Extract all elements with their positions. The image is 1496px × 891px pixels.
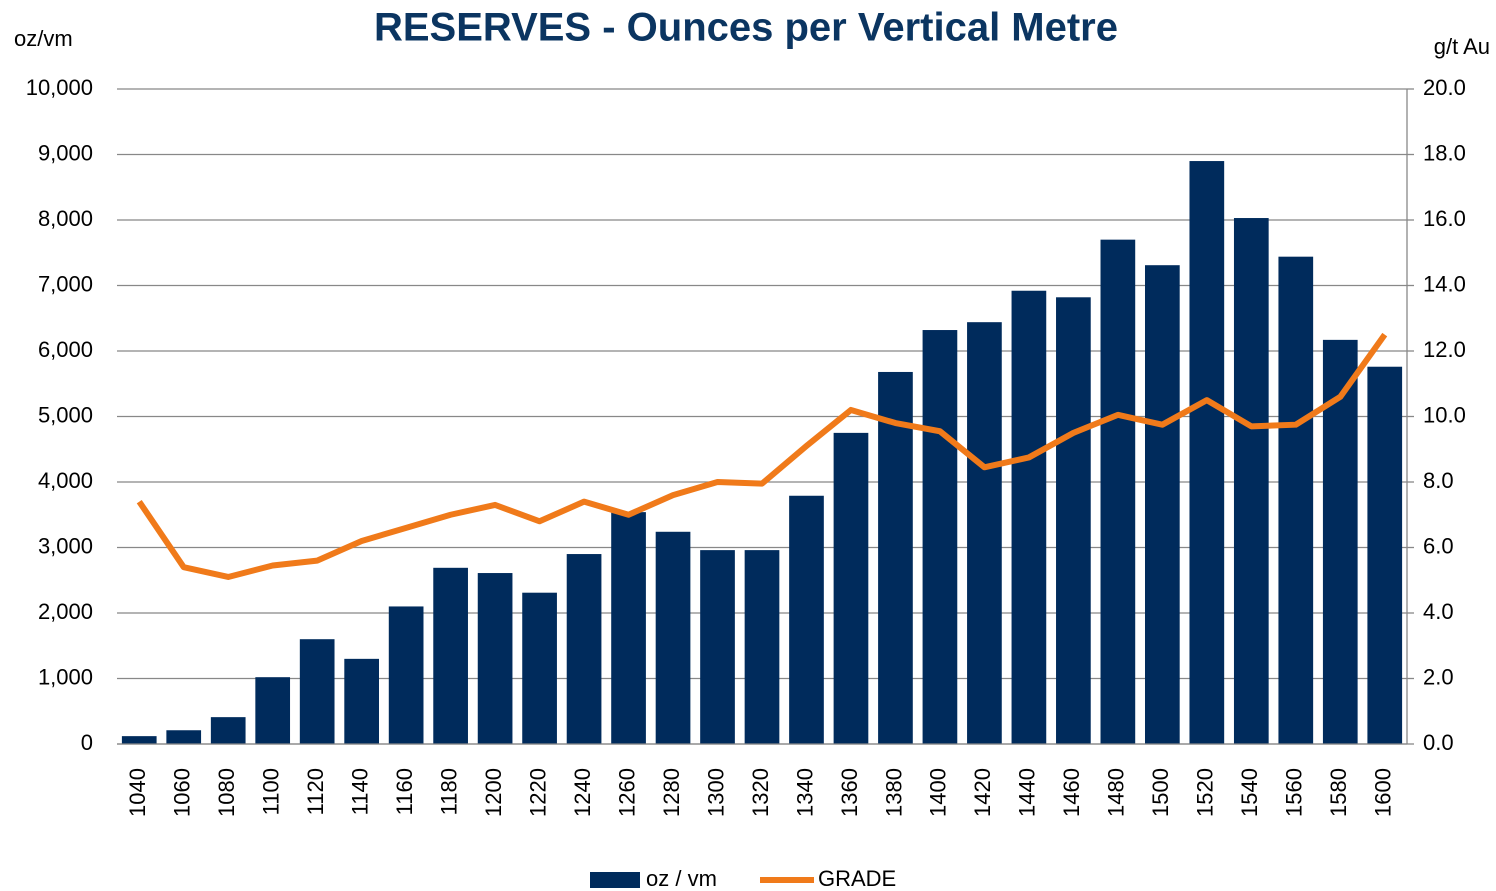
bar <box>522 592 557 744</box>
y-tick-label: 2,000 <box>38 599 93 624</box>
bar <box>611 512 646 744</box>
bar <box>1322 339 1358 744</box>
x-tick-label: 1060 <box>170 768 195 817</box>
bar <box>1189 161 1225 745</box>
x-tick-label: 1540 <box>1237 768 1262 817</box>
bar <box>1011 290 1047 744</box>
x-tick-label: 1360 <box>837 768 862 817</box>
x-tick-label: 1160 <box>392 768 417 815</box>
y-tick-label: 4,000 <box>38 468 93 493</box>
bar <box>566 554 602 744</box>
x-tick-label: 1480 <box>1104 768 1129 817</box>
bar <box>922 330 958 744</box>
x-tick-label: 1120 <box>303 768 328 815</box>
x-tick-label: 1460 <box>1059 768 1084 817</box>
bar <box>433 567 468 744</box>
bar <box>967 322 1002 744</box>
y2-tick-label: 8.0 <box>1423 468 1454 493</box>
y2-axis-label: g/t Au <box>1434 34 1490 59</box>
x-tick-label: 1500 <box>1148 768 1173 817</box>
bar <box>1278 256 1314 744</box>
bar <box>299 639 335 744</box>
x-tick-label: 1220 <box>525 768 550 817</box>
x-tick-label: 1240 <box>570 768 595 817</box>
y-tick-label: 8,000 <box>38 206 93 231</box>
x-tick-label: 1600 <box>1371 768 1396 817</box>
bar <box>744 550 780 744</box>
legend-label: oz / vm <box>646 866 717 891</box>
legend-label: GRADE <box>818 866 896 891</box>
x-tick-label: 1320 <box>748 768 773 817</box>
bar <box>477 573 513 744</box>
y2-tick-label: 14.0 <box>1423 271 1466 296</box>
y2-tick-label: 20.0 <box>1423 75 1466 100</box>
bar <box>1233 218 1269 744</box>
y2-tick-label: 6.0 <box>1423 533 1454 558</box>
y2-tick-label: 18.0 <box>1423 140 1466 165</box>
bar <box>255 677 291 744</box>
x-tick-label: 1040 <box>125 768 150 817</box>
y-tick-label: 7,000 <box>38 271 93 296</box>
x-tick-label: 1340 <box>792 768 817 817</box>
y2-tick-label: 16.0 <box>1423 206 1466 231</box>
bar <box>1056 297 1091 744</box>
x-tick-label: 1300 <box>703 768 728 817</box>
x-tick-label: 1280 <box>659 768 684 817</box>
bar <box>388 606 424 744</box>
x-tick-label: 1260 <box>614 768 639 817</box>
y-tick-label: 1,000 <box>38 664 93 689</box>
bar <box>878 371 913 744</box>
bar <box>210 717 246 744</box>
bar <box>1100 239 1136 744</box>
x-tick-label: 1380 <box>881 768 906 817</box>
bar <box>1367 366 1403 744</box>
x-tick-label: 1580 <box>1326 768 1351 817</box>
y2-tick-label: 12.0 <box>1423 337 1466 362</box>
y-tick-label: 0 <box>81 730 93 755</box>
bar <box>700 550 735 744</box>
bar <box>655 531 691 744</box>
bar <box>789 495 824 744</box>
bar <box>121 736 157 744</box>
chart-title: RESERVES - Ounces per Vertical Metre <box>374 6 1118 50</box>
y2-tick-label: 10.0 <box>1423 402 1466 427</box>
x-tick-label: 1140 <box>347 768 372 815</box>
bar <box>344 658 380 744</box>
y-axis-label: oz/vm <box>14 26 73 51</box>
y-tick-label: 6,000 <box>38 337 93 362</box>
bar <box>1144 265 1180 744</box>
legend-swatch <box>590 872 640 888</box>
line <box>136 332 1388 580</box>
x-tick-label: 1180 <box>436 768 461 815</box>
y2-tick-label: 4.0 <box>1423 599 1454 624</box>
x-tick-label: 1420 <box>970 768 995 817</box>
x-tick-label: 1560 <box>1282 768 1307 817</box>
x-tick-label: 1080 <box>214 768 239 817</box>
y-tick-label: 5,000 <box>38 402 93 427</box>
y-tick-label: 9,000 <box>38 140 93 165</box>
x-tick-label: 1200 <box>481 768 506 817</box>
x-tick-label: 1440 <box>1015 768 1040 817</box>
x-tick-label: 1400 <box>926 768 951 817</box>
x-tick-label: 1100 <box>259 768 284 815</box>
y2-tick-label: 0.0 <box>1423 730 1454 755</box>
bar <box>166 730 202 744</box>
y2-tick-label: 2.0 <box>1423 664 1454 689</box>
y-tick-label: 10,000 <box>26 75 93 100</box>
x-tick-label: 1520 <box>1193 768 1218 817</box>
y-tick-label: 3,000 <box>38 533 93 558</box>
bar <box>833 432 869 744</box>
